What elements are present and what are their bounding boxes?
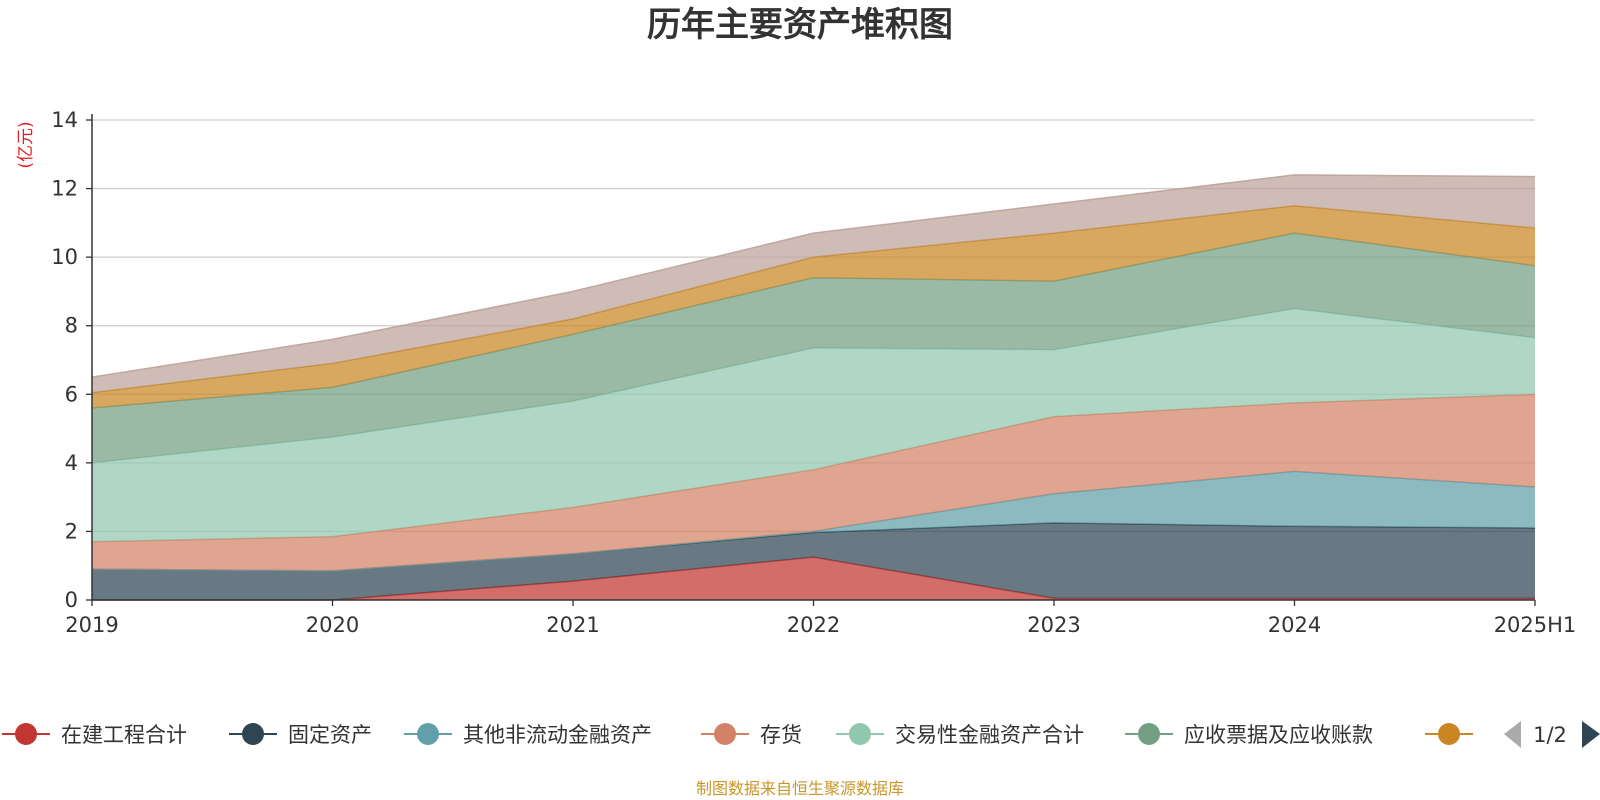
y-tick-label: 2 bbox=[65, 519, 78, 543]
legend-dot-icon bbox=[1138, 723, 1160, 745]
y-tick-label: 0 bbox=[65, 588, 78, 612]
x-tick-label: 2019 bbox=[65, 613, 118, 637]
area-series-group bbox=[91, 174, 1536, 601]
area-series-3 bbox=[92, 394, 1535, 571]
legend-item-0[interactable]: 在建工程合计 bbox=[2, 723, 187, 747]
legend-item-1[interactable]: 固定资产 bbox=[229, 723, 372, 747]
data-source-note: 制图数据来自恒生聚源数据库 bbox=[696, 779, 904, 798]
legend-label: 其他非流动金融资产 bbox=[463, 723, 652, 747]
legend-dot-icon bbox=[242, 723, 264, 745]
y-axis-unit: (亿元) bbox=[16, 121, 36, 168]
x-tick-label: 2021 bbox=[546, 613, 599, 637]
y-tick-label: 6 bbox=[65, 382, 78, 406]
x-tick-label: 2025H1 bbox=[1494, 613, 1577, 637]
legend-item-3[interactable]: 存货 bbox=[701, 723, 802, 747]
legend-next-arrow-icon[interactable] bbox=[1582, 721, 1600, 748]
x-tick-label: 2022 bbox=[787, 613, 840, 637]
area-series-5 bbox=[92, 233, 1535, 463]
chart-title: 历年主要资产堆积图 bbox=[647, 5, 953, 45]
legend-label: 应收票据及应收账款 bbox=[1184, 723, 1373, 747]
legend-label: 在建工程合计 bbox=[61, 723, 187, 747]
area-series-6 bbox=[92, 205, 1535, 408]
legend-dot-icon bbox=[15, 723, 37, 745]
x-tick-label: 2020 bbox=[306, 613, 359, 637]
x-tick-label: 2024 bbox=[1268, 613, 1321, 637]
legend-pager: 1/2 bbox=[1504, 721, 1600, 748]
legend-prev-arrow-icon[interactable] bbox=[1504, 721, 1521, 748]
legend-dot-icon bbox=[417, 723, 439, 745]
area-series-7 bbox=[92, 174, 1535, 393]
legend-item-4[interactable]: 交易性金融资产合计 bbox=[836, 723, 1084, 747]
legend-item-6[interactable] bbox=[1425, 723, 1473, 745]
area-series-1 bbox=[92, 522, 1535, 600]
legend-label: 存货 bbox=[760, 723, 802, 747]
legend-dot-icon bbox=[849, 723, 871, 745]
legend-item-2[interactable]: 其他非流动金融资产 bbox=[404, 723, 652, 747]
y-tick-label: 12 bbox=[51, 177, 78, 201]
legend[interactable]: 在建工程合计 固定资产 其他非流动金融资产 存货 交易性金融资产合计 应收票据及应收账款 1… bbox=[2, 721, 1600, 748]
y-tick-label: 10 bbox=[51, 245, 78, 269]
y-tick-label: 8 bbox=[65, 314, 78, 338]
legend-dot-icon bbox=[1438, 723, 1460, 745]
legend-dot-icon bbox=[714, 723, 736, 745]
x-tick-label: 2023 bbox=[1027, 613, 1080, 637]
area-series-line-7 bbox=[91, 174, 1536, 378]
legend-page-indicator: 1/2 bbox=[1533, 723, 1567, 747]
area-series-4 bbox=[92, 308, 1535, 542]
y-tick-label: 14 bbox=[51, 108, 78, 132]
axes: 0 2 4 6 8 10 12 14 2019 2020 2021 2022 2023 2024 2025H… bbox=[51, 108, 1576, 637]
legend-label: 交易性金融资产合计 bbox=[895, 723, 1084, 747]
legend-item-5[interactable]: 应收票据及应收账款 bbox=[1125, 723, 1373, 747]
y-tick-label: 4 bbox=[65, 451, 78, 475]
area-series-2 bbox=[92, 471, 1535, 571]
area-series-0 bbox=[92, 557, 1535, 600]
legend-label: 固定资产 bbox=[288, 723, 372, 747]
